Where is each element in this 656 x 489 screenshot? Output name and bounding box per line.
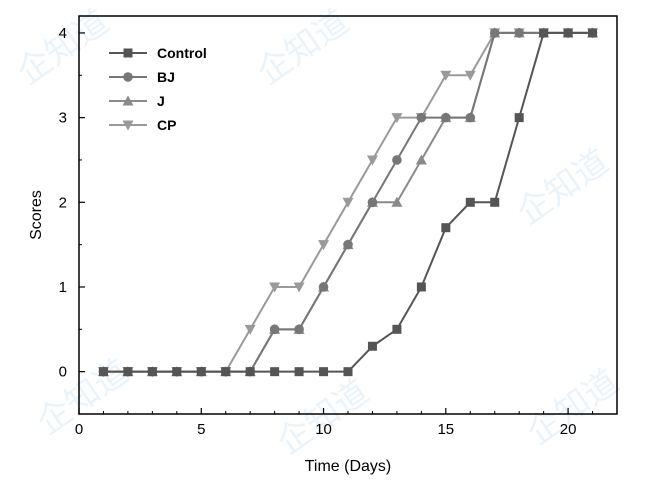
legend-label: Control (157, 45, 207, 61)
legend-item-bj: BJ (109, 69, 175, 85)
data-point (392, 155, 402, 165)
data-point (415, 154, 427, 165)
data-point (441, 112, 451, 123)
x-axis-title: Time (Days) (305, 458, 392, 475)
data-point (391, 196, 403, 207)
data-point (269, 324, 280, 335)
data-point (464, 70, 476, 81)
data-point (342, 197, 354, 208)
y-axis-title: Scores (28, 190, 45, 240)
x-axis-ticks: 0 5 10 15 20 (75, 408, 594, 438)
data-point (343, 239, 353, 250)
data-point (294, 367, 304, 377)
data-point (319, 367, 329, 377)
x-tick-label: 15 (437, 421, 454, 438)
data-point (293, 282, 305, 293)
data-point (221, 367, 231, 377)
legend-label: CP (157, 117, 176, 133)
data-point (343, 367, 353, 377)
legend-label: BJ (157, 69, 175, 85)
data-point (539, 28, 549, 38)
x-tick-label: 0 (75, 421, 83, 438)
legend-label: J (157, 93, 165, 109)
x-tick-label: 5 (197, 421, 205, 438)
data-point (294, 324, 304, 335)
data-point (318, 282, 329, 292)
data-point (270, 367, 280, 377)
data-point (465, 197, 475, 207)
data-point (441, 223, 451, 233)
data-point (244, 324, 256, 335)
data-point (123, 367, 133, 377)
data-point (489, 28, 500, 38)
y-tick-label: 1 (59, 279, 67, 296)
data-point (440, 70, 452, 81)
data-point (490, 197, 500, 207)
data-point (392, 324, 402, 334)
data-point (588, 28, 598, 38)
x-tick-label: 20 (560, 421, 577, 438)
data-point (98, 367, 108, 377)
y-axis-ticks: 0 1 2 3 4 (59, 25, 85, 381)
legend-marker (123, 72, 133, 82)
legend-item-control: Control (109, 45, 207, 61)
legend: Control BJ J CP (109, 45, 207, 133)
data-point (416, 112, 427, 123)
data-point (465, 112, 476, 123)
y-tick-label: 2 (59, 194, 67, 211)
data-point (563, 28, 573, 38)
data-point (269, 282, 281, 293)
y-tick-label: 3 (59, 110, 67, 127)
data-point (172, 367, 182, 377)
series-control (98, 28, 598, 377)
data-point (245, 367, 255, 377)
data-point (514, 113, 524, 123)
legend-marker (122, 95, 134, 106)
legend-item-cp: CP (109, 117, 176, 133)
data-point (367, 341, 377, 351)
legend-item-j: J (109, 93, 165, 109)
x-tick-label: 10 (315, 421, 332, 438)
data-point (366, 155, 378, 166)
series-layer (97, 27, 599, 378)
data-point (318, 240, 330, 251)
legend-marker (123, 48, 133, 58)
data-point (147, 367, 157, 377)
y-tick-label: 4 (59, 25, 67, 42)
data-point (391, 113, 403, 124)
data-point (416, 282, 426, 292)
data-point (514, 28, 524, 38)
data-point (196, 367, 206, 377)
data-point (367, 197, 378, 208)
legend-marker (122, 120, 134, 131)
y-tick-label: 0 (59, 364, 67, 381)
